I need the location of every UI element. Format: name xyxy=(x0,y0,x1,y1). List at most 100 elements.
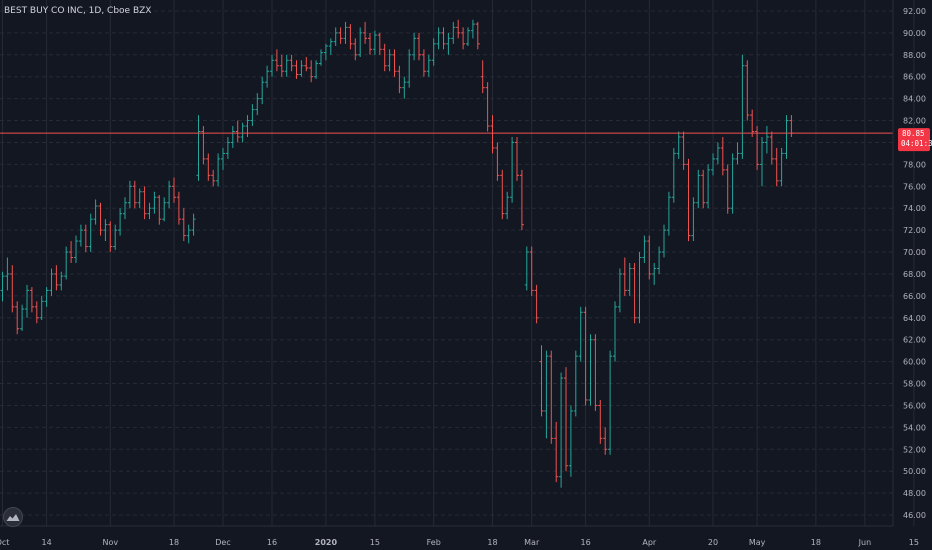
ohlc-bar xyxy=(681,131,686,170)
time-tick-label: 18 xyxy=(811,538,821,547)
ohlc-bar xyxy=(730,153,735,214)
ohlc-bar xyxy=(392,49,397,77)
price-tick-label: 56.00 xyxy=(903,401,926,410)
ohlc-bar xyxy=(510,136,515,203)
ohlc-bar xyxy=(255,93,260,116)
price-tick-label: 72.00 xyxy=(903,226,926,235)
time-tick-label: Oct xyxy=(0,538,9,547)
ohlc-bar xyxy=(451,21,456,44)
ohlc-bar xyxy=(167,180,172,209)
ohlc-bar xyxy=(715,142,720,165)
ohlc-bar xyxy=(157,195,162,225)
ohlc-bar xyxy=(745,60,750,121)
ohlc-bar xyxy=(44,287,49,307)
time-tick-label: 18 xyxy=(169,538,179,547)
price-tick-label: 92.00 xyxy=(903,7,926,16)
ohlc-bar xyxy=(69,241,74,263)
ohlc-bar xyxy=(358,27,363,57)
ohlc-bar xyxy=(490,115,495,154)
time-tick-label: 2020 xyxy=(315,538,338,547)
price-tick-label: 46.00 xyxy=(903,511,926,520)
ohlc-bar xyxy=(265,65,270,88)
ohlc-bar xyxy=(284,54,289,77)
ohlc-bar xyxy=(436,27,441,50)
ohlc-bar xyxy=(294,60,299,79)
ohlc-bar xyxy=(446,32,451,55)
price-tick-label: 76.00 xyxy=(903,182,926,191)
ohlc-bar xyxy=(5,257,10,291)
ohlc-bar xyxy=(319,49,323,66)
ohlc-bar xyxy=(495,142,500,181)
ohlc-bar xyxy=(397,65,402,94)
ohlc-bar xyxy=(549,350,554,444)
price-tick-label: 52.00 xyxy=(903,445,926,454)
ohlc-bar xyxy=(559,372,564,488)
ohlc-bar xyxy=(740,54,745,159)
ohlc-bar xyxy=(647,235,652,280)
ohlc-bar xyxy=(20,304,25,331)
ohlc-bar xyxy=(485,82,490,132)
ohlc-bar xyxy=(711,153,715,176)
ohlc-bar xyxy=(421,49,426,77)
ohlc-bar xyxy=(666,191,671,236)
ohlc-bar xyxy=(225,136,230,159)
ohlc-bar xyxy=(779,147,784,187)
ohlc-bar xyxy=(735,142,740,165)
ohlc-bar xyxy=(696,169,701,209)
ohlc-bar xyxy=(608,350,613,455)
price-tick-label: 88.00 xyxy=(903,51,926,60)
time-tick-label: 14 xyxy=(42,538,52,547)
price-tick-label: 86.00 xyxy=(903,73,926,82)
ohlc-bar xyxy=(127,180,132,209)
time-tick-label: Jun xyxy=(858,538,872,547)
tradingview-logo-icon[interactable] xyxy=(3,507,23,527)
time-tick-label: May xyxy=(749,538,766,547)
ohlc-bar xyxy=(671,147,676,203)
ohlc-bar xyxy=(760,136,764,187)
ohlc-bar xyxy=(29,287,34,313)
ohlc-bar xyxy=(363,21,368,44)
ohlc-bar xyxy=(534,284,539,324)
ohlc-bar xyxy=(93,199,98,225)
ohlc-bar xyxy=(598,399,603,444)
ohlc-bar xyxy=(123,197,127,220)
ohlc-bar xyxy=(564,367,568,472)
ohlc-bar xyxy=(181,208,186,242)
price-tick-label: 64.00 xyxy=(903,314,926,323)
time-axis[interactable]: Oct 14 Nov 18 Dec 16 2020 15 Feb 18 Mar 16 Apr 20 May 1… xyxy=(0,538,919,547)
ohlc-bar xyxy=(289,54,294,72)
ohlc-bar xyxy=(578,306,583,362)
price-badge-countdown: 04:01:37 xyxy=(901,139,932,148)
ohlc-bar xyxy=(196,115,201,181)
ohlc-bar xyxy=(98,202,103,236)
ohlc-bar xyxy=(701,169,706,209)
ohlc-bar xyxy=(191,213,196,236)
ohlc-bar xyxy=(353,38,358,61)
chart-title: BEST BUY CO INC, 1D, Cboe BZX xyxy=(4,6,151,16)
ohlc-bar xyxy=(235,120,240,143)
ohlc-bar xyxy=(475,21,480,50)
ohlc-bar xyxy=(221,147,225,170)
ohlc-bar xyxy=(216,153,221,187)
ohlc-bar xyxy=(34,301,39,324)
ohlc-bar xyxy=(338,27,343,44)
ohlc-bar xyxy=(480,60,485,94)
ohlc-bar xyxy=(412,32,417,61)
price-tick-label: 60.00 xyxy=(903,358,926,367)
ohlc-bar xyxy=(750,109,755,137)
ohlc-bar xyxy=(0,271,5,302)
time-tick-label: 16 xyxy=(581,538,591,547)
ohlc-bar xyxy=(64,246,69,280)
ohlc-bar xyxy=(652,263,657,285)
price-badge: 80.85 04:01:37 xyxy=(898,128,932,152)
ohlc-bar xyxy=(260,76,265,105)
price-badge-background xyxy=(898,128,930,152)
ohlc-bar xyxy=(402,76,407,99)
price-tick-label: 54.00 xyxy=(903,423,926,432)
ohlc-bar xyxy=(162,197,167,222)
time-tick-label: Nov xyxy=(102,538,118,547)
ohlc-bar xyxy=(15,301,20,335)
